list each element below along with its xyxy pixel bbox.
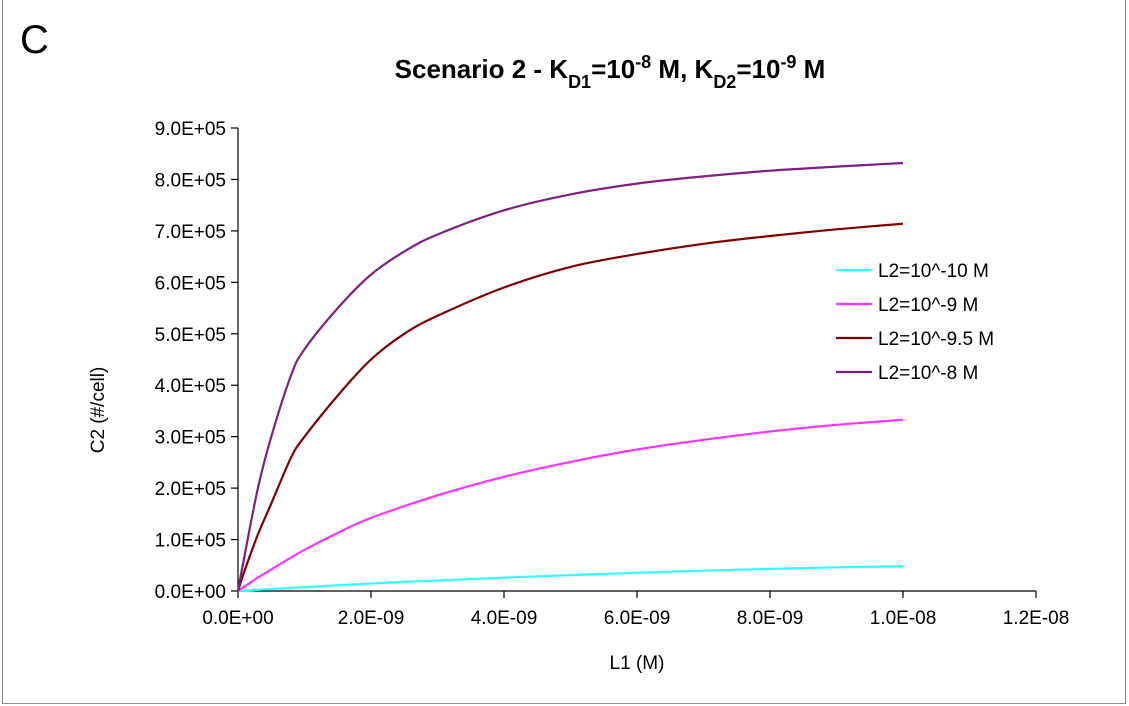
y-tick-label: 1.0E+05 xyxy=(155,531,226,552)
y-tick-label: 9.0E+05 xyxy=(155,119,226,140)
title-sup2: -9 xyxy=(780,52,796,72)
y-tick-label: 7.0E+05 xyxy=(155,222,226,243)
x-axis-title: L1 (M) xyxy=(610,653,665,674)
series-line-4 xyxy=(236,161,904,592)
legend: L2=10^-10 M L2=10^-9 M L2=10^-9.5 M L2=10^-… xyxy=(836,261,994,384)
y-tick-label: 5.0E+05 xyxy=(155,325,226,346)
title-mid3: =10 xyxy=(736,54,780,84)
y-tick-label: 4.0E+05 xyxy=(155,376,226,397)
x-tick-label: 1.2E-08 xyxy=(1003,608,1070,629)
series-line-1 xyxy=(237,565,904,593)
title-prefix: Scenario 2 - K xyxy=(395,54,569,84)
y-tick-label: 0.0E+00 xyxy=(155,582,226,603)
series-line-2 xyxy=(237,418,904,592)
series-line-3 xyxy=(236,222,904,592)
panel-letter: C xyxy=(20,18,49,62)
legend-label-2: L2=10^-9 M xyxy=(878,295,978,316)
title-sub2: D2 xyxy=(713,72,736,92)
legend-label-3: L2=10^-9.5 M xyxy=(878,329,994,350)
legend-label-1: L2=10^-10 M xyxy=(878,261,989,282)
title-suffix: M xyxy=(796,54,825,84)
title-mid1: =10 xyxy=(591,54,635,84)
title-sub1: D1 xyxy=(568,72,591,92)
x-tick-label: 6.0E-09 xyxy=(604,608,671,629)
x-tick-label: 8.0E-09 xyxy=(737,608,804,629)
legend-label-4: L2=10^-8 M xyxy=(878,363,978,384)
x-tick-label: 2.0E-09 xyxy=(338,608,405,629)
y-tick-label: 3.0E+05 xyxy=(155,428,226,449)
y-tick-label: 2.0E+05 xyxy=(155,479,226,500)
title-sup1: -8 xyxy=(635,52,651,72)
axes: 0.0E+00 1.0E+05 2.0E+05 3.0E+05 4.0E+05 5.0E+… xyxy=(155,119,1070,629)
y-axis-title: C2 (#/cell) xyxy=(88,367,109,454)
y-tick-label: 6.0E+05 xyxy=(155,273,226,294)
y-tick-label: 8.0E+05 xyxy=(155,170,226,191)
series-layer xyxy=(236,161,904,593)
x-tick-label: 0.0E+00 xyxy=(202,608,273,629)
title-mid2: M, K xyxy=(651,54,713,84)
x-tick-label: 4.0E-09 xyxy=(471,608,538,629)
chart-title: Scenario 2 - KD1=10-8 M, KD2=10-9 M xyxy=(395,52,826,92)
x-tick-label: 1.0E-08 xyxy=(870,608,937,629)
